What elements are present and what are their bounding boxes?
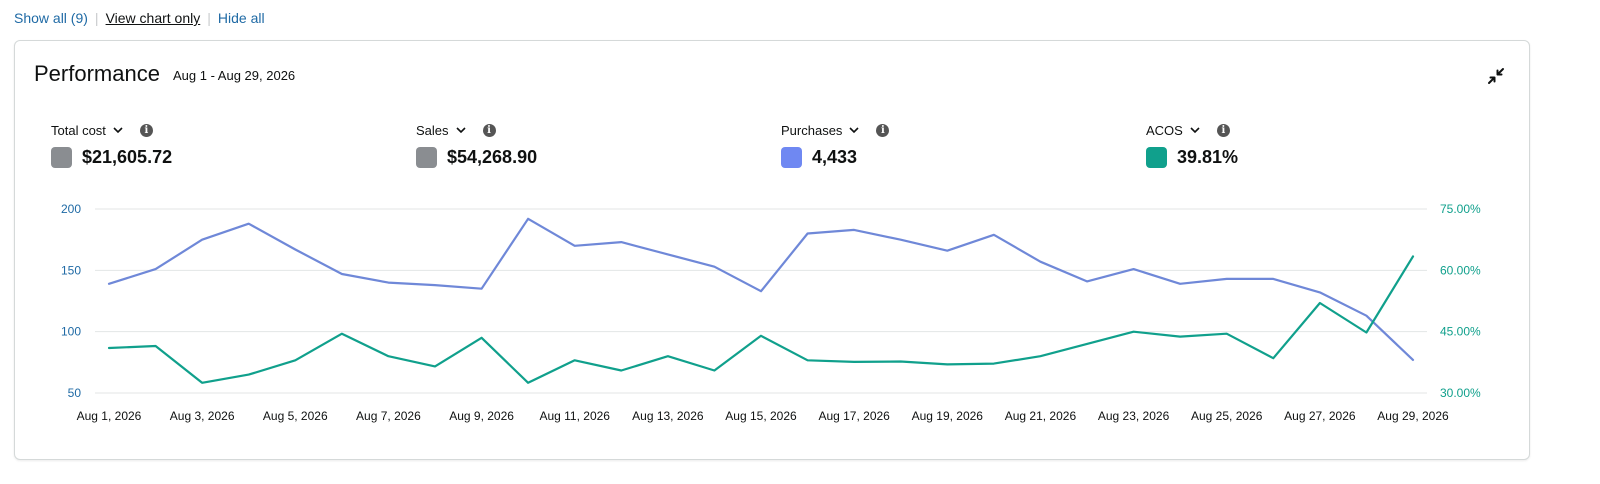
metric-value: $21,605.72	[82, 147, 173, 167]
y-left-tick-label: 200	[61, 202, 81, 216]
metric-label: Purchases	[781, 122, 843, 138]
x-tick-label: Aug 5, 2026	[263, 409, 328, 423]
y-right-tick-label: 75.00%	[1440, 202, 1481, 216]
metric-label: ACOS	[1146, 122, 1183, 138]
series-color-swatch[interactable]	[1146, 147, 1167, 168]
series-color-swatch[interactable]	[781, 147, 802, 168]
y-right-tick-label: 60.00%	[1440, 263, 1481, 277]
chevron-down-icon[interactable]	[848, 124, 860, 136]
x-tick-label: Aug 11, 2026	[539, 409, 610, 423]
link-separator: |	[207, 10, 211, 26]
series-color-swatch[interactable]	[51, 147, 72, 168]
y-right-tick-label: 30.00%	[1440, 386, 1481, 400]
x-tick-label: Aug 1, 2026	[77, 409, 142, 423]
x-tick-label: Aug 9, 2026	[449, 409, 514, 423]
date-range-label: Aug 1 - Aug 29, 2026	[173, 68, 296, 83]
performance-card: Performance Aug 1 - Aug 29, 2026 Total c…	[14, 40, 1530, 460]
card-title: Performance	[34, 61, 160, 86]
metric-value: 4,433	[812, 147, 858, 167]
metric-total-cost: Total cost i $21,605.72	[51, 121, 351, 168]
chevron-down-icon[interactable]	[112, 124, 124, 136]
x-tick-label: Aug 23, 2026	[1098, 409, 1170, 423]
show-all-link[interactable]: Show all (9)	[14, 10, 88, 26]
x-tick-label: Aug 13, 2026	[632, 409, 704, 423]
metric-sales: Sales i $54,268.90	[416, 121, 716, 168]
view-chart-only-link[interactable]: View chart only	[105, 10, 201, 26]
info-icon[interactable]: i	[1216, 123, 1230, 137]
chart-visibility-links: Show all (9) | View chart only | Hide al…	[14, 10, 265, 26]
x-tick-label: Aug 27, 2026	[1284, 409, 1356, 423]
series-line-acos	[107, 255, 1415, 384]
y-left-tick-label: 100	[61, 325, 81, 339]
collapse-icon[interactable]	[1487, 67, 1505, 85]
info-icon[interactable]: i	[482, 123, 496, 137]
hide-all-link[interactable]: Hide all	[217, 10, 265, 26]
info-icon[interactable]: i	[876, 123, 890, 137]
series-line-purchases	[107, 217, 1415, 361]
metric-purchases: Purchases i 4,433	[781, 121, 1081, 168]
metric-value: 39.81%	[1177, 147, 1239, 167]
x-tick-label: Aug 19, 2026	[912, 409, 984, 423]
y-right-tick-label: 45.00%	[1440, 325, 1481, 339]
link-separator: |	[94, 10, 99, 26]
metric-acos: ACOS i 39.81%	[1146, 121, 1446, 168]
x-tick-label: Aug 25, 2026	[1191, 409, 1263, 423]
series-color-swatch[interactable]	[416, 147, 437, 168]
metric-label: Total cost	[51, 122, 106, 138]
info-icon[interactable]: i	[139, 123, 153, 137]
y-left-tick-label: 150	[61, 263, 81, 277]
x-tick-label: Aug 21, 2026	[1005, 409, 1077, 423]
performance-line-chart: 50 100 150 200 30.00% 45.00% 60.00% 75.00% Aug 1…	[61, 202, 1481, 423]
x-tick-label: Aug 3, 2026	[170, 409, 235, 423]
y-left-tick-label: 50	[68, 386, 82, 400]
x-tick-label: Aug 17, 2026	[818, 409, 890, 423]
metric-label: Sales	[416, 122, 449, 138]
x-tick-label: Aug 15, 2026	[725, 409, 797, 423]
chevron-down-icon[interactable]	[455, 124, 467, 136]
x-tick-label: Aug 7, 2026	[356, 409, 421, 423]
metric-value: $54,268.90	[447, 147, 538, 167]
x-tick-label: Aug 29, 2026	[1377, 409, 1449, 423]
chevron-down-icon[interactable]	[1189, 124, 1201, 136]
